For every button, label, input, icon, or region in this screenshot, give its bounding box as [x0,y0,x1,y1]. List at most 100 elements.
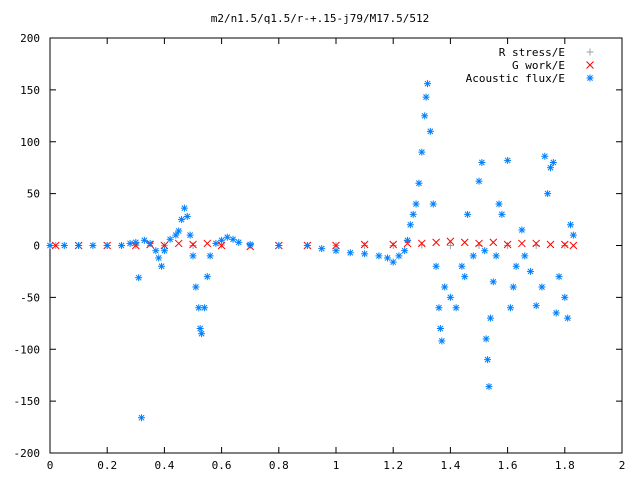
data-point [303,242,311,249]
data-point [178,216,186,224]
x-tick-label: 0.2 [97,459,117,472]
data-point [135,274,143,282]
data-point [361,242,369,249]
y-axis: -200 -150 -100 -50 0 50 100 150 200 [14,32,622,460]
data-point [478,159,486,166]
data-point [429,200,437,208]
x-tick-label: 0.6 [212,459,232,472]
data-point [532,302,540,310]
data-point [461,273,469,281]
y-tick-label: 150 [20,84,40,97]
data-point [138,414,146,422]
data-point [206,252,214,260]
data-point [492,252,500,260]
data-point [426,127,434,135]
data-point [246,240,254,248]
data-point [484,356,492,364]
data-point [424,80,432,88]
data-point [89,242,97,249]
data-point [389,240,398,249]
data-point [174,239,183,248]
data-point [360,240,369,249]
data-point [532,239,541,248]
data-point [196,325,204,332]
data-point [200,304,208,312]
data-point [482,335,490,343]
data-point [155,254,163,262]
data-point [521,252,529,260]
data-point [198,330,206,338]
data-point [180,204,188,212]
series-1 [51,237,578,251]
data-point [158,262,166,270]
y-tick-label: -100 [14,343,41,356]
data-point [518,239,526,248]
data-point [569,231,577,239]
data-point [229,235,237,243]
data-point [275,242,283,249]
data-point [464,210,472,218]
data-point [549,159,557,166]
data-point [435,304,443,312]
x-tick-label: 1.6 [498,459,518,472]
data-point [552,309,560,317]
data-point [395,252,403,260]
legend-label: R stress/E [499,46,565,59]
data-point [489,238,498,247]
legend-marker [586,61,594,69]
data-point [389,258,397,266]
data-point [189,242,197,249]
data-point [555,273,563,281]
data-point [175,227,183,235]
data-point [126,239,134,247]
data-point [567,221,575,229]
data-point [538,283,546,291]
data-point [203,239,212,248]
data-point [460,238,469,247]
data-point [218,236,226,244]
y-tick-label: 50 [27,188,40,201]
data-point [446,242,454,249]
data-point [409,210,417,218]
data-point [503,240,512,249]
data-point [446,293,454,301]
data-point [223,233,231,241]
data-point [375,252,383,260]
data-point [432,238,440,247]
data-point [495,200,503,208]
data-point [438,337,446,345]
data-point [446,237,455,246]
data-point [404,236,411,244]
data-point [475,239,483,248]
y-tick-label: -200 [14,447,41,460]
y-tick-label: 0 [33,240,40,253]
series-layer [46,80,578,422]
data-point [475,177,483,185]
data-point [518,226,526,234]
data-point [389,242,397,249]
data-point [498,210,506,218]
y-tick-label: 200 [20,32,40,45]
data-point [203,273,211,281]
data-point [418,148,426,156]
data-point [140,236,148,244]
data-point [332,247,340,255]
data-point [60,242,68,249]
data-point [46,242,54,249]
data-point [189,240,197,249]
x-tick-label: 0.4 [154,459,174,472]
legend-marker [586,48,594,56]
data-point [512,262,520,270]
data-point [417,239,426,248]
data-point [506,304,514,312]
x-tick-label: 1.8 [555,459,575,472]
data-point [415,179,423,187]
data-point [485,383,493,391]
data-point [560,240,569,249]
data-point [526,267,534,275]
data-point [561,293,569,301]
data-point [166,235,174,243]
legend-label: G work/E [512,59,565,72]
y-tick-label: -150 [14,395,41,408]
